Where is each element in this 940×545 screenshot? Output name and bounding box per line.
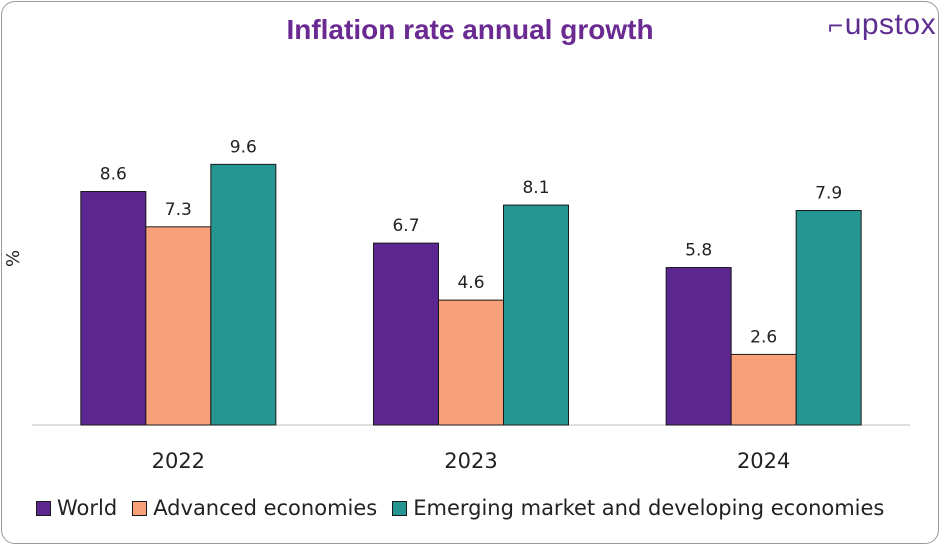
- data-label: 7.9: [815, 184, 842, 204]
- bar-2022-advanced-economies: [145, 226, 212, 426]
- bar-2023-advanced-economies: [438, 299, 504, 426]
- data-label: 8.1: [522, 178, 549, 198]
- data-label: 5.8: [685, 241, 712, 261]
- logo-text: upstox: [844, 8, 937, 41]
- legend-swatch: [132, 500, 148, 516]
- x-tick-label: 2022: [152, 449, 205, 473]
- data-label: 9.6: [230, 137, 257, 157]
- logo-hook-icon: ⌐: [828, 10, 844, 40]
- bar-2022-emerging-market-and-developing-economies: [210, 163, 277, 426]
- x-tick-label: 2023: [444, 449, 497, 473]
- legend-item: Emerging market and developing economies: [392, 496, 884, 520]
- bar-2023-world: [373, 242, 439, 426]
- data-label: 2.6: [750, 327, 777, 347]
- bar-2022-world: [80, 191, 147, 426]
- legend-item: World: [36, 496, 117, 520]
- upstox-logo: ⌐upstox: [828, 8, 936, 42]
- bar-2024-emerging-market-and-developing-economies: [795, 210, 862, 426]
- legend-item: Advanced economies: [132, 496, 377, 520]
- legend-label: Advanced economies: [153, 496, 378, 520]
- legend: World Advanced economies Emerging market a…: [36, 496, 899, 520]
- bar-2024-advanced-economies: [730, 353, 797, 426]
- legend-label: World: [57, 496, 118, 520]
- legend-label: Emerging market and developing economies: [413, 496, 885, 520]
- legend-swatch: [36, 500, 51, 516]
- data-label: 7.3: [165, 200, 192, 220]
- legend-swatch: [392, 500, 408, 516]
- data-label: 6.7: [392, 216, 419, 236]
- bar-2023-emerging-market-and-developing-economies: [503, 204, 569, 426]
- x-tick-label: 2024: [737, 449, 790, 473]
- chart-title: Inflation rate annual growth: [286, 14, 654, 45]
- bar-2024-world: [665, 267, 732, 426]
- data-label: 8.6: [100, 165, 127, 185]
- data-label: 4.6: [457, 273, 484, 293]
